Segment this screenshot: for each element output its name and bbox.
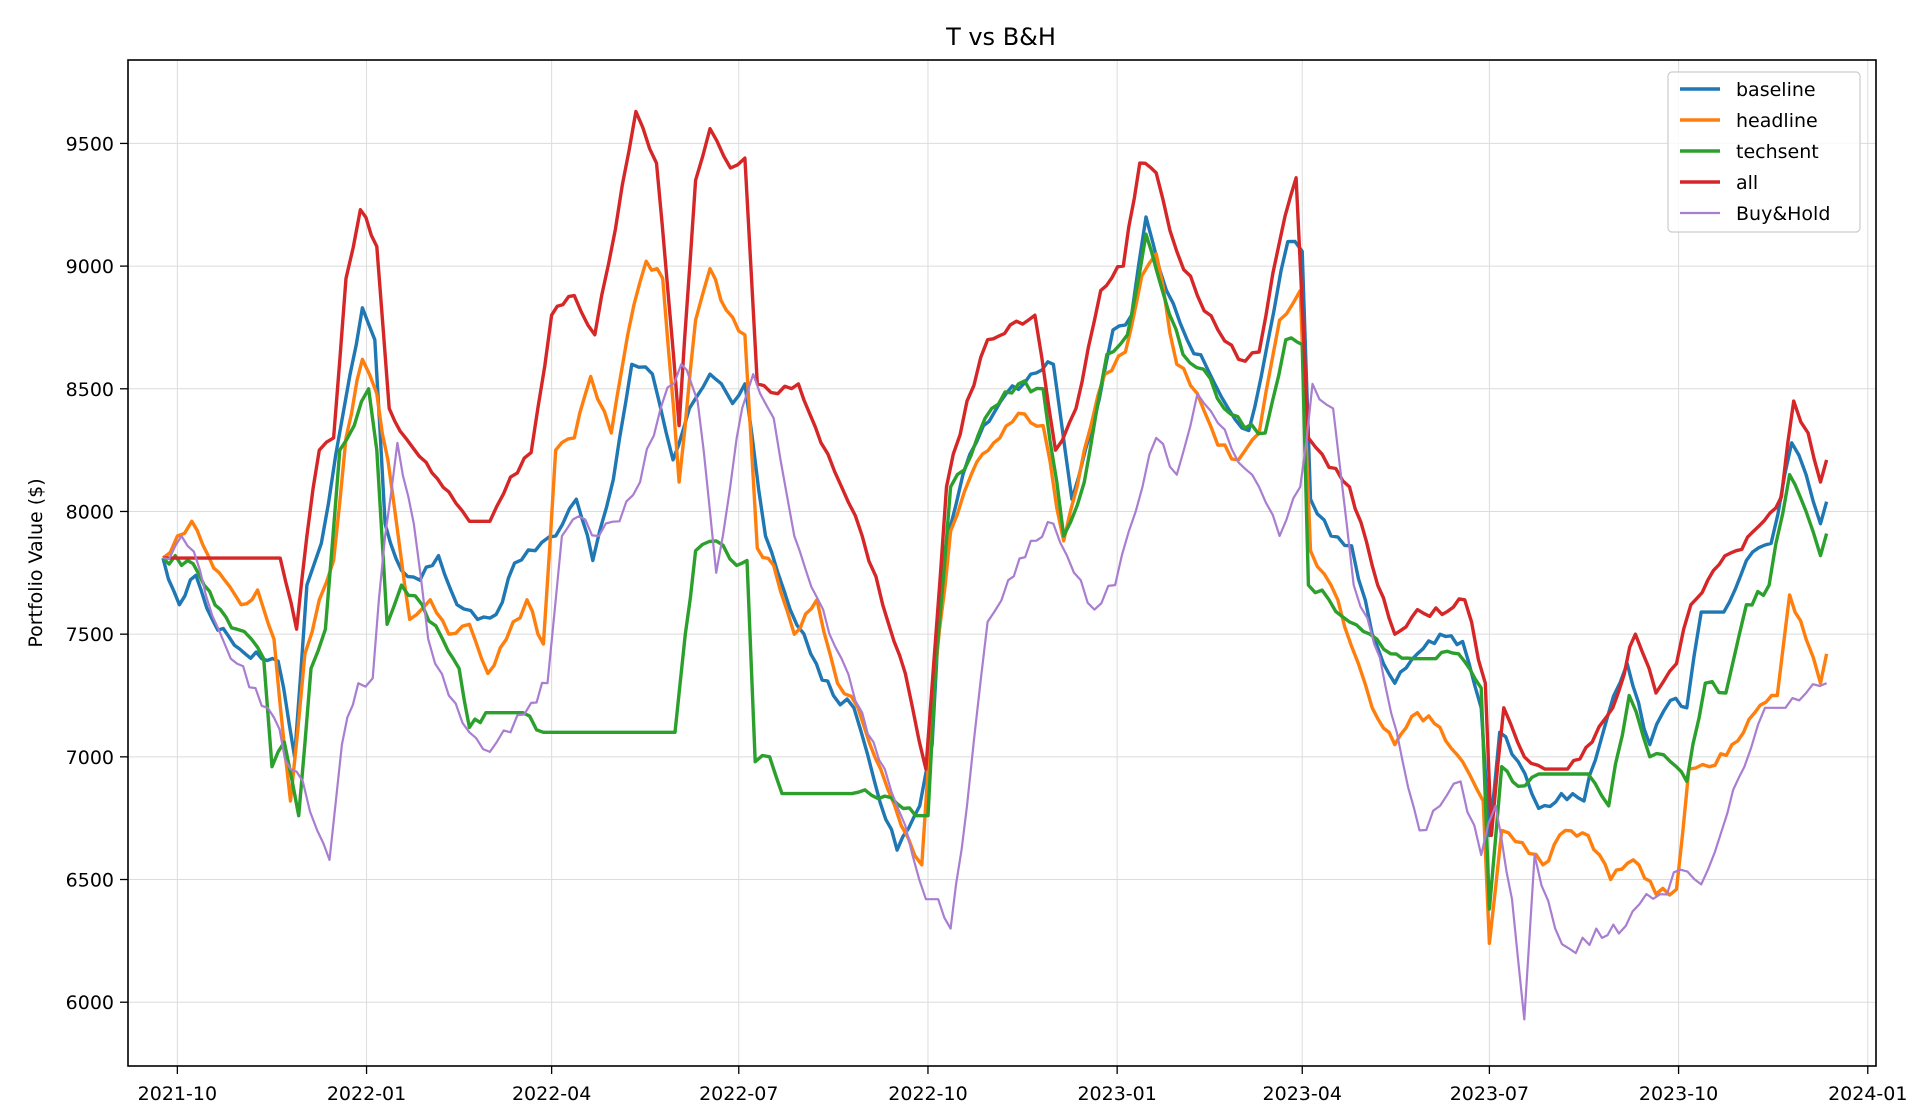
y-tick-label: 7000: [66, 747, 114, 769]
series-line-buy-hold: [162, 363, 1828, 1021]
y-tick-label: 9500: [66, 133, 114, 155]
plot-frame: [127, 59, 1877, 1067]
series-line-baseline: [161, 215, 1829, 852]
x-tick-label: 2023-01: [1077, 1083, 1156, 1105]
grid-lines: [128, 60, 1876, 1066]
x-tick-label: 2022-04: [512, 1083, 591, 1105]
x-tick-label: 2023-10: [1639, 1083, 1718, 1105]
legend-label: Buy&Hold: [1736, 203, 1830, 225]
x-tick-label: 2023-04: [1263, 1083, 1342, 1105]
x-tick-label: 2022-07: [699, 1083, 778, 1105]
y-axis-label: Portfolio Value ($): [25, 478, 47, 647]
series-line-all: [163, 109, 1829, 838]
legend-label: techsent: [1736, 141, 1819, 163]
y-tick-label: 6000: [66, 992, 114, 1014]
series-line-headline: [161, 252, 1829, 945]
x-axis: 2021-10 2022-01 2022-04 2022-07 2022-10 2023-…: [138, 1066, 1907, 1105]
y-tick-label: 6500: [66, 870, 114, 892]
y-axis: 6000 6500 7000 7500 8000 8500 9000 9500: [66, 133, 128, 1014]
x-tick-label: 2022-10: [888, 1083, 967, 1105]
legend-label: all: [1736, 172, 1758, 194]
y-tick-label: 8500: [66, 379, 114, 401]
legend-label: headline: [1736, 110, 1818, 132]
y-tick-label: 7500: [66, 624, 114, 646]
legend: baseline headline techsent all Buy&Hold: [1667, 71, 1861, 233]
chart-title: T vs B&H: [945, 23, 1056, 51]
y-tick-label: 9000: [66, 256, 114, 278]
series-lines: [161, 109, 1829, 1021]
y-tick-label: 8000: [66, 501, 114, 523]
x-tick-label: 2022-01: [327, 1083, 406, 1105]
legend-box: [1667, 71, 1861, 233]
legend-label: baseline: [1736, 79, 1816, 101]
x-tick-label: 2021-10: [138, 1083, 217, 1105]
x-tick-label: 2023-07: [1450, 1083, 1529, 1105]
series-line-techsent: [161, 232, 1829, 911]
x-tick-label: 2024-01: [1828, 1083, 1907, 1105]
